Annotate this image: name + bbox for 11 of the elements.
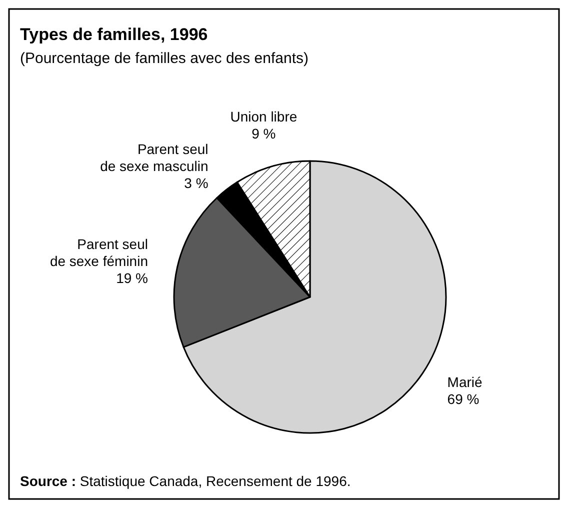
data-label: 19 %: [116, 270, 148, 286]
slice-label: Parent seul de sexe masculin: [100, 140, 208, 174]
data-label: 3 %: [184, 174, 208, 191]
data-label: 9 %: [252, 126, 276, 142]
slice-label: Parent seul de sexe féminin: [50, 236, 148, 269]
chart-subtitle: (Pourcentage de familles avec des enfants): [20, 50, 308, 67]
chart-title: Types de familles, 1996: [20, 25, 208, 44]
slice-label: Union libre: [230, 108, 298, 125]
data-label: 69 %: [447, 390, 480, 407]
slice-label: Marié: [447, 374, 483, 390]
source-note: Source : Statistique Canada, Recensement de 1996.: [20, 473, 351, 489]
